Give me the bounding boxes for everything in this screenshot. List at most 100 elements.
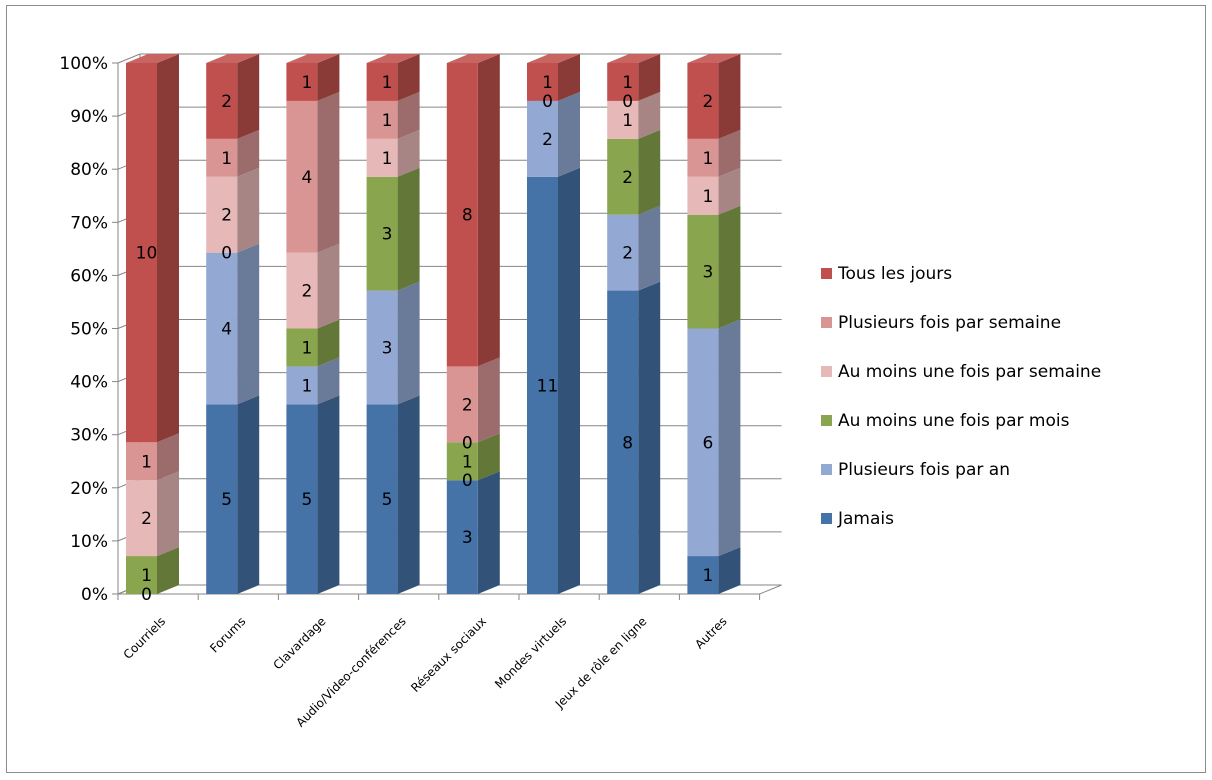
y-tick-label: 40% bbox=[70, 373, 108, 393]
legend-swatch bbox=[821, 268, 832, 279]
data-label: 2 bbox=[141, 509, 152, 529]
data-label: 2 bbox=[622, 168, 633, 188]
data-label: 8 bbox=[462, 206, 473, 226]
bar-segment-side bbox=[638, 54, 661, 101]
bar-segment-top bbox=[126, 54, 179, 63]
y-tick-label: 60% bbox=[70, 266, 108, 286]
data-label: 4 bbox=[221, 320, 232, 340]
bar-segment bbox=[206, 63, 238, 139]
legend-label: Plusieurs fois par an bbox=[838, 460, 1010, 480]
y-tick-label: 30% bbox=[70, 426, 108, 446]
data-label: 1 bbox=[301, 376, 312, 396]
bar-segment bbox=[126, 442, 157, 481]
legend-label: Au moins une fois par semaine bbox=[838, 362, 1101, 382]
bar-segment bbox=[607, 290, 639, 594]
data-label: 0 bbox=[622, 92, 633, 112]
bar-segment-side bbox=[157, 547, 179, 594]
data-label: 1 bbox=[141, 566, 152, 586]
bar-segment bbox=[527, 100, 558, 177]
data-label: 6 bbox=[702, 433, 713, 453]
y-tick-label: 20% bbox=[70, 479, 108, 499]
data-label: 10 bbox=[136, 244, 158, 264]
data-label: 3 bbox=[382, 225, 393, 245]
y-tick-label: 10% bbox=[70, 532, 108, 552]
bar-segment-side bbox=[317, 54, 340, 101]
data-label: 1 bbox=[301, 338, 312, 358]
legend-swatch bbox=[821, 513, 832, 524]
bar-segment bbox=[206, 404, 238, 594]
legend-swatch bbox=[821, 317, 832, 328]
bar-segment bbox=[687, 556, 719, 594]
bar-segment-side bbox=[477, 471, 500, 594]
data-label: 1 bbox=[542, 73, 553, 93]
x-axis: Courriels Forums ClavardageAudio/Video-con… bbox=[117, 594, 761, 730]
legend-label: Au moins une fois par mois bbox=[838, 411, 1070, 431]
data-label: 3 bbox=[462, 528, 473, 548]
bar-segment-side bbox=[718, 547, 741, 594]
bar-segment bbox=[286, 366, 318, 405]
bar-segment-side bbox=[157, 471, 179, 557]
bar-segment bbox=[286, 100, 318, 253]
bar-segment-top bbox=[366, 54, 420, 63]
bar-segment bbox=[366, 138, 398, 177]
legend: Tous les jours Plusieurs fois par semaine… bbox=[821, 264, 1101, 529]
bar-segment-side bbox=[397, 281, 420, 405]
bar-segment-side bbox=[397, 54, 420, 101]
x-tick-label: Jeux de rôle en ligne bbox=[552, 614, 650, 712]
gridline-diagonal bbox=[117, 53, 141, 64]
bar-segment bbox=[446, 480, 478, 594]
x-tick-label: Réseaux sociaux bbox=[408, 614, 489, 695]
legend-swatch bbox=[821, 366, 832, 377]
legend-swatch bbox=[821, 415, 832, 426]
bar-segment-side bbox=[397, 395, 420, 594]
data-label: 5 bbox=[301, 490, 312, 510]
data-labels: 0121105402125112415331113010281120182210… bbox=[136, 73, 714, 605]
bar-segment-side bbox=[638, 129, 661, 215]
bar-segment-side bbox=[157, 433, 179, 481]
bar-segment bbox=[687, 214, 719, 329]
bar-segment bbox=[286, 328, 318, 367]
data-label: 2 bbox=[462, 395, 473, 415]
data-label: 0 bbox=[221, 244, 232, 264]
bar-segment-side bbox=[638, 205, 661, 291]
bar-segment-top bbox=[206, 54, 260, 63]
data-label: 1 bbox=[702, 187, 713, 207]
legend-label: Plusieurs fois par semaine bbox=[838, 313, 1061, 333]
bar-segment bbox=[687, 63, 719, 139]
legend-swatch bbox=[821, 464, 832, 475]
bar-segment-side bbox=[638, 91, 661, 139]
bar-segment bbox=[687, 328, 719, 557]
data-label: 1 bbox=[141, 452, 152, 472]
bar-segment-side bbox=[157, 54, 179, 443]
bar-segment-side bbox=[718, 129, 741, 177]
data-label: 1 bbox=[702, 566, 713, 586]
data-label: 2 bbox=[221, 206, 232, 226]
bar-segment bbox=[527, 176, 558, 595]
bar-segment-side bbox=[477, 433, 500, 481]
data-label: 1 bbox=[702, 149, 713, 169]
y-tick-label: 80% bbox=[70, 160, 108, 180]
bar-segment bbox=[206, 138, 238, 177]
data-label: 8 bbox=[622, 433, 633, 453]
bar-segment bbox=[206, 176, 238, 253]
bar-segment-top bbox=[607, 54, 661, 63]
data-label: 1 bbox=[301, 73, 312, 93]
y-tick-label: 70% bbox=[70, 213, 108, 233]
data-label: 3 bbox=[382, 338, 393, 358]
data-label: 1 bbox=[382, 73, 393, 93]
x-tick-label: Mondes virtuels bbox=[492, 614, 569, 691]
bar-segment-top bbox=[527, 54, 580, 63]
stacked-bar-chart: 0%10%20%30%40%50%60%70%80%90%100% 012110… bbox=[59, 53, 1101, 730]
bar-segment-side bbox=[237, 129, 260, 177]
bar-segment-side bbox=[317, 395, 340, 594]
bar-segment bbox=[607, 214, 639, 291]
bar-segment bbox=[126, 63, 157, 443]
legend-label: Jamais bbox=[837, 509, 894, 529]
bar-segment bbox=[286, 404, 318, 594]
bar-segment bbox=[366, 100, 398, 139]
data-label: 2 bbox=[702, 92, 713, 112]
y-tick-label: 0% bbox=[81, 585, 108, 605]
x-tick-label: Forums bbox=[207, 614, 248, 655]
bar-segment-side bbox=[477, 357, 500, 443]
data-label: 2 bbox=[622, 244, 633, 264]
